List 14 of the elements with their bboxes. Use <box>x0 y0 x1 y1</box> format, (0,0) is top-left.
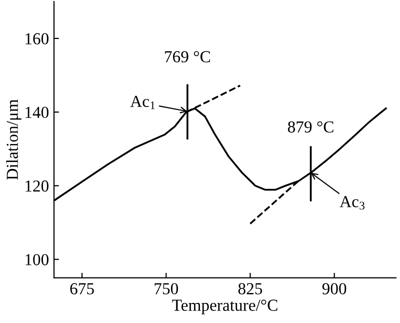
x-tick-label: 675 <box>70 283 94 294</box>
x-axis-title: Temperature/°C <box>172 300 278 314</box>
annotation: Ac$_{3}$ <box>340 196 364 210</box>
annotation: 879 °C <box>288 121 334 133</box>
y-tick-label: 100 <box>26 254 49 266</box>
y-tick-label: 120 <box>26 180 49 192</box>
x-tick-label: 825 <box>238 283 262 294</box>
annotation: 769 °C <box>165 51 210 62</box>
y-axis-title: Dilation/μm <box>6 99 22 180</box>
x-tick-label: 900 <box>322 283 346 294</box>
y-tick-label: 160 <box>26 33 49 44</box>
y-tick-label: 140 <box>26 106 49 118</box>
x-tick-label: 750 <box>154 283 178 294</box>
annotation: Ac$_{1}$ <box>130 96 155 110</box>
